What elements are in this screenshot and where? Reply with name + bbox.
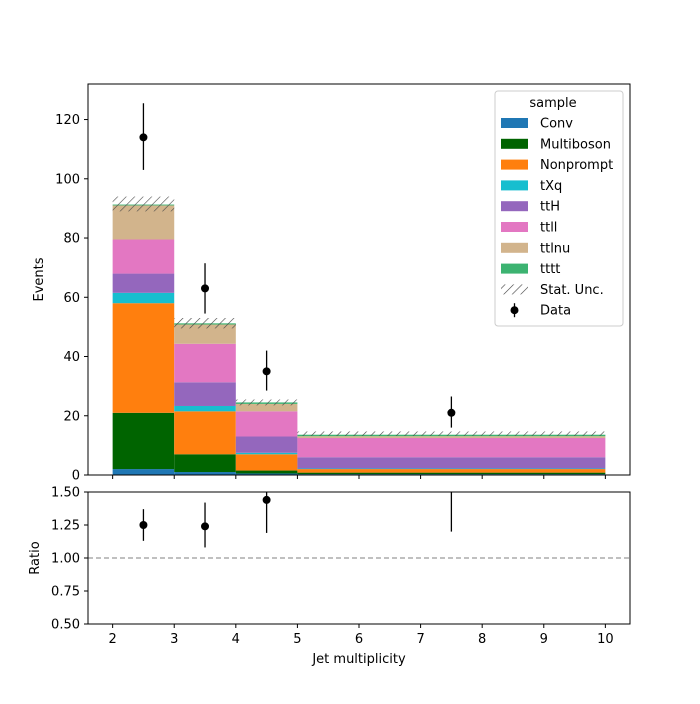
bar-txq-bin-3	[297, 468, 606, 470]
bar-ttll-bin-0	[112, 239, 175, 274]
legend-label: Conv	[540, 117, 573, 132]
bar-nonprompt-bin-1	[174, 411, 236, 455]
xtick-label: 3	[170, 632, 178, 647]
bar-ttll-bin-2	[235, 411, 298, 437]
xtick-label: 8	[478, 632, 486, 647]
main-ytick-label: 20	[63, 409, 80, 424]
ratio-ylabel: Ratio	[28, 541, 43, 574]
legend-swatch-conv	[501, 118, 528, 128]
legend-label: ttll	[540, 221, 557, 236]
legend-title: sample	[529, 96, 576, 111]
legend-label: Nonprompt	[540, 158, 613, 173]
main-ylabel: Events	[32, 257, 47, 301]
stat-unc-band-bin-1	[174, 318, 236, 329]
bar-conv-bin-2	[235, 473, 298, 475]
legend-swatch-nonprompt	[501, 159, 528, 170]
legend-swatch-multiboson	[501, 138, 528, 149]
xtick-label: 7	[416, 632, 424, 647]
bar-ttlnu-bin-1	[174, 324, 236, 344]
xtick-label: 2	[108, 632, 116, 647]
legend-label-data: Data	[540, 304, 571, 319]
ratio-ytick-label: 0.75	[51, 585, 80, 600]
bar-tth-bin-0	[112, 273, 175, 293]
main-ytick-label: 80	[63, 232, 80, 247]
stat-unc-band-bin-3	[297, 431, 606, 436]
legend-swatch-ttlnu	[501, 242, 528, 253]
bar-conv-bin-1	[174, 472, 236, 475]
legend-swatch-tttt	[501, 263, 528, 274]
bar-nonprompt-bin-3	[297, 469, 606, 473]
stat-unc-band-bin-2	[235, 399, 298, 406]
legend-label: ttH	[540, 200, 560, 215]
legend-swatch-txq	[501, 180, 528, 191]
bar-multiboson-bin-1	[174, 454, 236, 473]
legend-label-stat-unc: Stat. Unc.	[540, 283, 604, 298]
xlabel: Jet multiplicity	[311, 652, 406, 667]
ratio-ytick-label: 1.25	[51, 519, 80, 534]
data-point-1	[201, 284, 210, 293]
legend: sample Conv Multiboson Nonprompt tXq ttH ttll t…	[494, 90, 624, 327]
xtick-label: 5	[293, 632, 301, 647]
bar-tth-bin-2	[235, 436, 298, 453]
bar-multiboson-bin-2	[235, 470, 298, 474]
legend-label: tXq	[540, 179, 562, 194]
ratio-point-2	[262, 495, 271, 504]
bar-ttlnu-bin-2	[235, 403, 298, 412]
bar-ttlnu-bin-3	[297, 436, 606, 438]
bar-txq-bin-2	[235, 452, 298, 455]
bar-conv-bin-0	[112, 469, 175, 475]
xtick-label: 4	[232, 632, 240, 647]
bar-multiboson-bin-3	[297, 472, 606, 475]
legend-swatch-stat-unc	[501, 284, 528, 295]
ratio-point-1	[201, 522, 210, 531]
ratio-panel: 0.50 0.75 1.00 1.25 1.50 2 3 4 5 6 7 8 9 10 Ratio Jet m…	[28, 486, 631, 667]
main-panel: 0 20 40 60 80 100 120 Events	[32, 83, 631, 484]
bar-multiboson-bin-0	[112, 412, 175, 470]
stat-unc-band-bin-0	[112, 196, 175, 212]
main-ytick-label: 100	[55, 172, 80, 187]
bar-nonprompt-bin-2	[235, 454, 298, 471]
ratio-ytick-label: 0.50	[51, 618, 80, 633]
legend-swatch-tth	[501, 201, 528, 212]
legend-label: tttt	[540, 262, 560, 277]
bar-txq-bin-0	[112, 292, 175, 304]
bar-nonprompt-bin-0	[112, 303, 175, 413]
main-ytick-label: 40	[63, 350, 80, 365]
bar-ttll-bin-3	[297, 437, 606, 458]
bar-txq-bin-1	[174, 405, 236, 412]
ratio-point-0	[139, 521, 148, 529]
xtick-label: 9	[540, 632, 548, 647]
main-ytick-label: 120	[55, 113, 80, 128]
main-ytick-label: 60	[63, 291, 80, 306]
ratio-ytick-label: 1.00	[51, 552, 80, 567]
legend-label: Multiboson	[540, 137, 611, 152]
ratio-ytick-label: 1.50	[51, 486, 80, 501]
main-ytick-label: 0	[72, 469, 80, 484]
bar-tth-bin-3	[297, 457, 606, 469]
data-point-3	[447, 408, 456, 417]
xtick-label: 10	[597, 632, 614, 647]
data-point-2	[262, 367, 271, 376]
xtick-label: 6	[355, 632, 363, 647]
legend-data-marker	[510, 306, 519, 315]
legend-label: ttlnu	[540, 241, 570, 256]
bar-ttll-bin-1	[174, 343, 236, 383]
bar-tth-bin-1	[174, 382, 236, 406]
legend-swatch-ttll	[501, 222, 528, 232]
data-point-0	[139, 133, 148, 142]
